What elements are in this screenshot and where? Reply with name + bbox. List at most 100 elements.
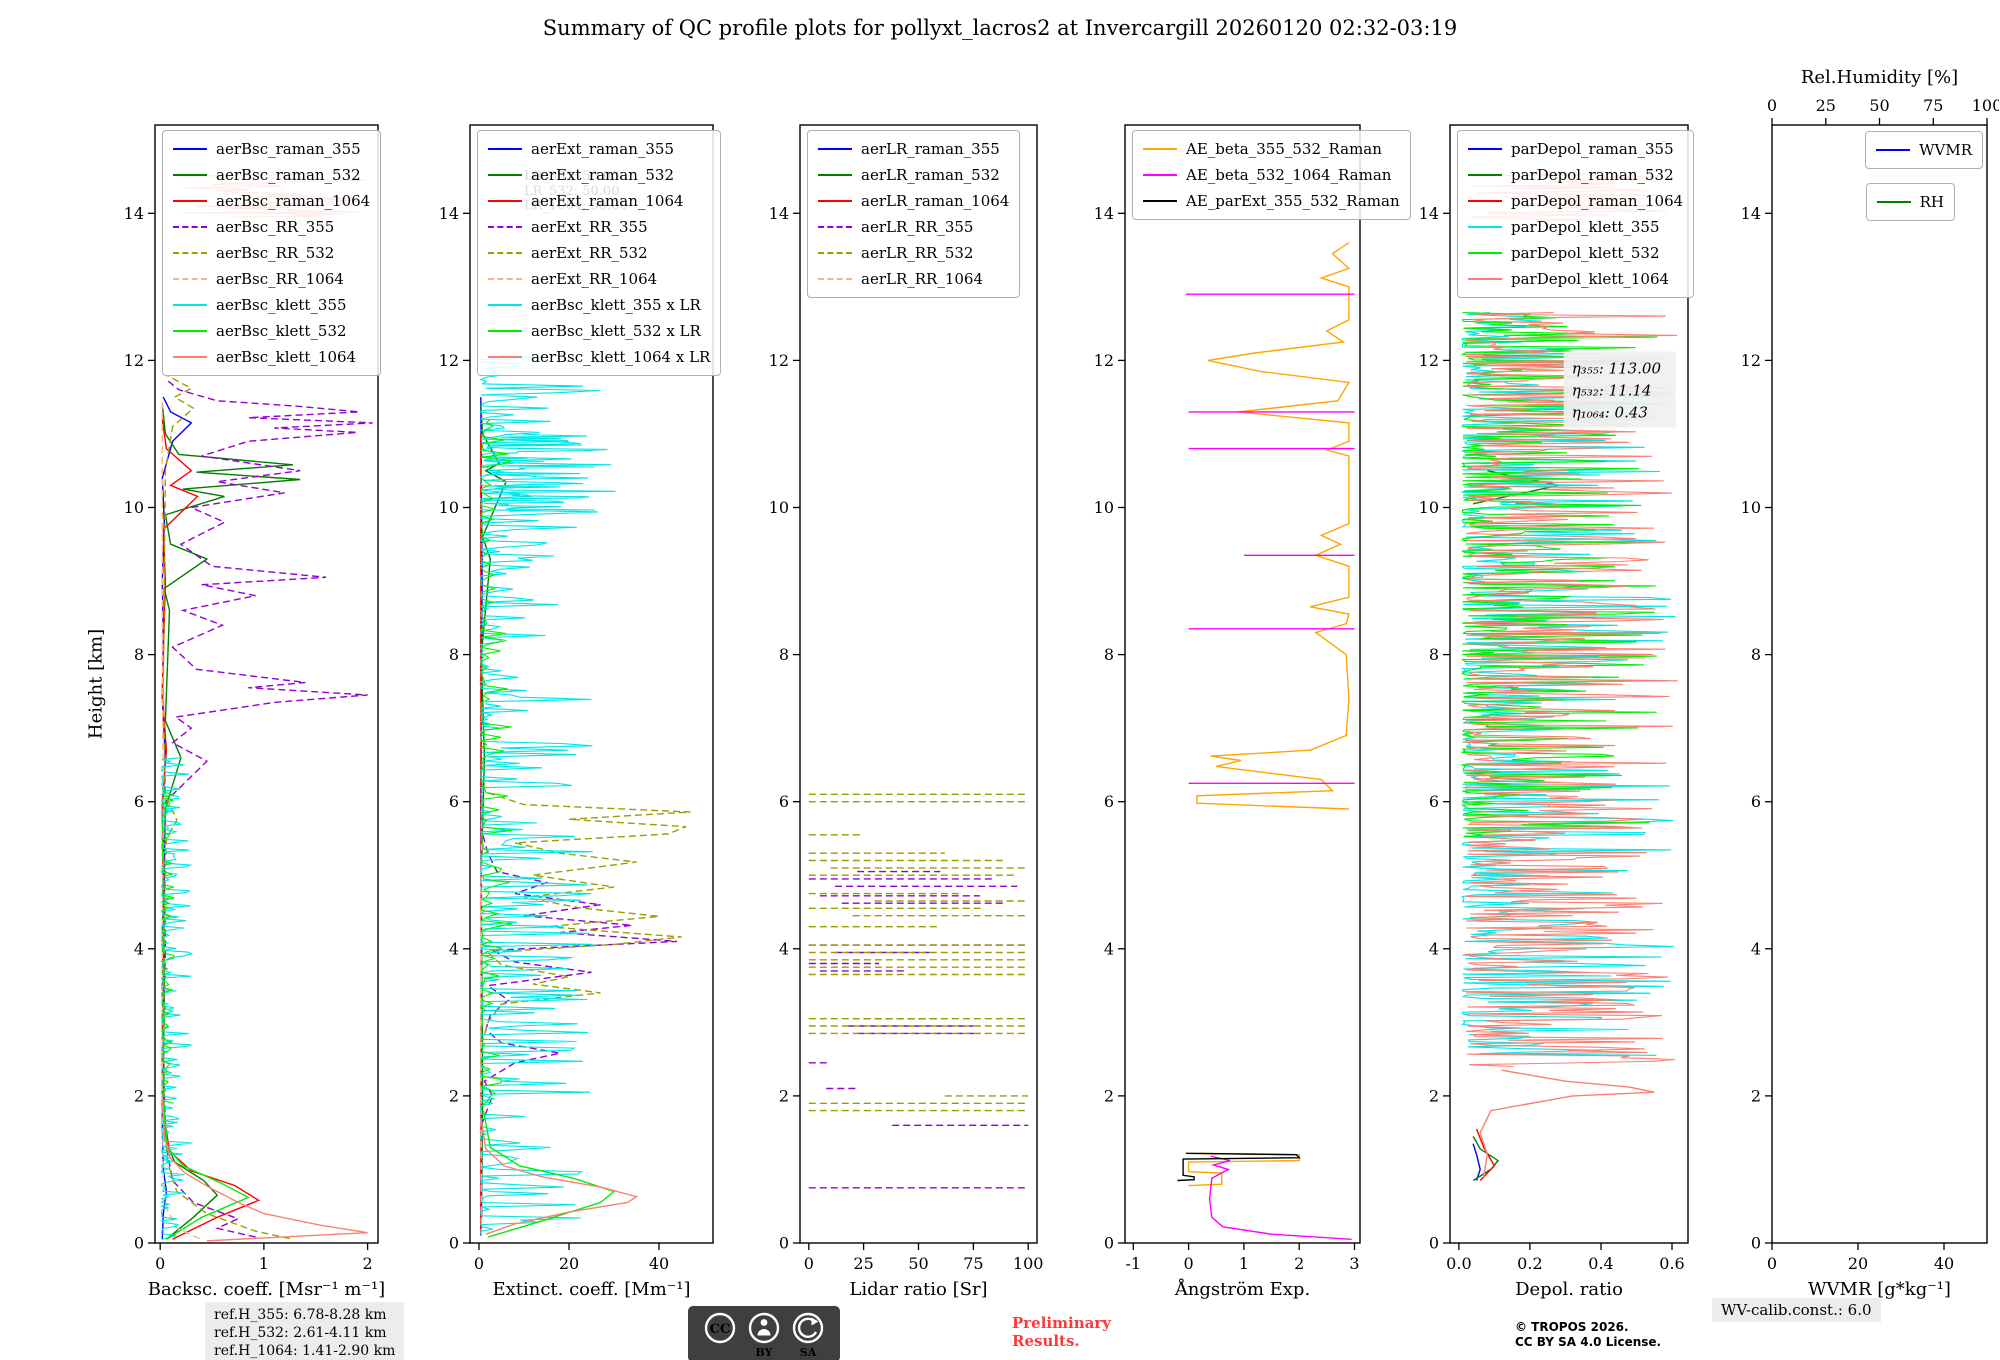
panel-angstrom: 0 2 4 6 8 10 12 14 -1 0 1 2 3 Ångström Exp. AE_beta_35… [1075,55,1411,1303]
series-parDepol_raman_1064 [1475,1128,1496,1181]
legend-label: aerBsc_klett_1064 x LR [531,348,711,366]
y-tick-label: 10 [124,498,144,517]
legend-entry: parDepol_klett_355 [1468,214,1683,240]
x-tick-label: 0 [804,1254,814,1273]
legend-entry: aerBsc_klett_532 [173,318,370,344]
cc-logo-text: CC [710,1322,731,1337]
legend-entry: aerExt_raman_1064 [488,188,710,214]
panel-backscatter: 0 2 4 6 8 10 12 14 0 1 2 Backsc. coeff. [Msr⁻¹ m⁻¹]… [105,55,390,1303]
y-tick-label: 12 [1741,351,1761,370]
legend-entry: parDepol_klett_532 [1468,240,1683,266]
y-tick-label: 6 [449,792,459,811]
legend-entry: parDepol_raman_532 [1468,162,1683,188]
series-aerBsc_klett_532 [161,786,176,1104]
ref-height-line: ref.H_355: 6.78-8.28 km [214,1307,387,1323]
panel-wvmr: 0 2 4 6 8 10 12 14 0 20 40 0 25 50 75 100 Rel.Humidity [… [1722,55,2000,1303]
y-tick-label: 4 [134,939,144,958]
legend-label: aerBsc_klett_532 x LR [531,322,701,340]
panel-depol: 0 2 4 6 8 10 12 14 0.0 0.2 0.4 0.6 η₃₅₅: 113.00 η₅₃₂:… [1400,55,1700,1303]
legend: aerLR_raman_355 aerLR_raman_532 aerLR_rama… [807,130,1021,298]
depol-plot: 0 2 4 6 8 10 12 14 0.0 0.2 0.4 0.6 η₃₅₅: 113.00 η₅₃₂:… [1419,124,1689,1300]
legend-label: parDepol_klett_355 [1511,218,1660,236]
y-tick-label: 14 [1419,204,1439,223]
x-tick-label: 2 [363,1254,373,1273]
legend: WVMR [1865,131,1983,169]
legend-line-sample [488,252,522,254]
y-tick-label: 12 [439,351,459,370]
top-tick-label: 25 [1816,96,1836,115]
share-alike-icon [797,1317,818,1338]
legend: aerExt_raman_355 aerExt_raman_532 aerExt_r… [477,130,722,376]
y-tick-label: 0 [449,1234,459,1253]
x-tick-label: 20 [1848,1254,1868,1273]
x-axis-label: Backsc. coeff. [Msr⁻¹ m⁻¹] [148,1279,385,1300]
series-aerBsc_klett_1064 [161,1095,368,1242]
y-tick-label: 2 [134,1086,144,1105]
series-AE_parExt_355_532_Raman [1177,1152,1301,1182]
y-tick-label: 14 [769,204,789,223]
x-tick-label: 0.4 [1588,1254,1613,1273]
y-tick-label: 10 [1419,498,1439,517]
x-tick-label: 0 [474,1254,484,1273]
legend-line-sample [173,330,207,332]
legend-entry: aerBsc_raman_532 [173,162,370,188]
legend-label: AE_beta_355_532_Raman [1186,140,1382,158]
wv-calib-box: WV-calib.const.: 6.0 [1712,1298,1881,1322]
y-tick-label: 4 [449,939,459,958]
y-tick-label: 12 [769,351,789,370]
legend-entry: parDepol_raman_355 [1468,136,1683,162]
legend-label: aerBsc_klett_1064 [216,348,357,366]
x-tick-label: 0.2 [1517,1254,1542,1273]
legend-line-sample [1143,174,1177,176]
legend-entry: aerBsc_klett_1064 x LR [488,344,710,370]
series-aerBsc_klett_355 x LR [478,352,601,1236]
series-aerExt_RR_532 [481,792,691,1045]
top-tick-label: 0 [1767,96,1777,115]
legend-label: parDepol_klett_1064 [1511,270,1670,288]
legend-entry: aerBsc_raman_355 [173,136,370,162]
legend-label: aerBsc_klett_355 [216,296,347,314]
y-tick-label: 14 [1094,204,1114,223]
legend-label: AE_beta_532_1064_Raman [1186,166,1392,184]
legend-entry: aerBsc_RR_532 [173,240,370,266]
y-tick-label: 14 [439,204,459,223]
series-aerBsc_klett_1064 x LR [480,1117,639,1235]
legend-label: aerBsc_raman_355 [216,140,361,158]
x-tick-label: 2 [1294,1254,1304,1273]
x-tick-label: 25 [853,1254,873,1273]
y-tick-label: 8 [779,645,789,664]
x-axis-label: Depol. ratio [1515,1279,1623,1300]
figure-title: Summary of QC profile plots for pollyxt_… [542,16,1458,40]
legend-line-sample [1143,148,1177,150]
legend-label: aerLR_RR_1064 [861,270,984,288]
legend-label: parDepol_raman_355 [1511,140,1674,158]
legend: aerBsc_raman_355 aerBsc_raman_532 aerBsc_r… [162,130,382,376]
y-tick-label: 4 [1104,939,1114,958]
x-axis-label: Lidar ratio [Sr] [849,1279,987,1300]
legend-label: aerLR_RR_532 [861,244,974,262]
y-tick-label: 2 [779,1086,789,1105]
legend-entry: aerBsc_raman_1064 [173,188,370,214]
series-parDepol_klett_1064 [1479,1069,1655,1177]
legend-label: AE_parExt_355_532_Raman [1186,192,1400,210]
legend-line-sample [818,278,852,280]
legend-line-sample [1468,148,1502,150]
y-tick-label: 2 [1104,1086,1114,1105]
x-tick-label: 0 [1767,1254,1777,1273]
legend: AE_beta_355_532_Raman AE_beta_532_1064_Ra… [1132,130,1411,220]
legend-label: aerExt_RR_532 [531,244,648,262]
series-aerBsc_klett_355 x LR [481,433,616,512]
legend-entry: aerLR_raman_532 [818,162,1009,188]
y-tick-label: 14 [1741,204,1761,223]
legend-label: aerExt_raman_1064 [531,192,684,210]
legend-line-sample [488,278,522,280]
legend-line-sample [488,226,522,228]
legend-entry: aerBsc_RR_1064 [173,266,370,292]
legend-line-sample [173,148,207,150]
legend-label: WVMR [1919,141,1972,159]
legend-label: aerLR_RR_355 [861,218,974,236]
wvmr-plot: 0 2 4 6 8 10 12 14 0 20 40 0 25 50 75 100 Rel.Humidity [… [1741,67,2000,1300]
series-parDepol_raman_355 [1472,1143,1481,1181]
x-tick-label: 0 [155,1254,165,1273]
y-tick-label: 12 [1419,351,1439,370]
